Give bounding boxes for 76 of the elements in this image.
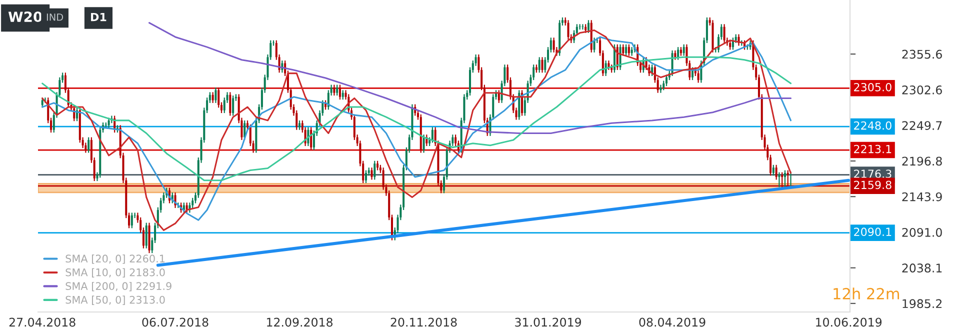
y-tick-label: 2143.9 xyxy=(902,192,942,202)
ref-line-label: 2248.0 xyxy=(854,121,892,130)
legend-label: SMA [10, 0] 2183.0 xyxy=(66,268,165,278)
candlestick xyxy=(232,94,234,116)
candlestick xyxy=(498,90,500,104)
candlestick xyxy=(376,160,379,171)
candlestick xyxy=(622,44,624,56)
ref-line-label: 2305.0 xyxy=(854,82,892,92)
x-tick-label: 08.04.2019 xyxy=(639,318,706,327)
candlestick xyxy=(229,92,232,116)
legend-label: SMA [50, 0] 2313.0 xyxy=(66,296,165,305)
x-tick-label: 31.01.2019 xyxy=(515,318,581,327)
candlestick xyxy=(333,84,336,96)
candlestick xyxy=(130,212,133,229)
candlestick xyxy=(628,44,630,56)
ref-line-label: 2090.1 xyxy=(854,228,892,236)
x-tick-label: 06.07.2018 xyxy=(142,318,208,327)
y-tick-label: 2196.8 xyxy=(902,156,942,166)
candlestick xyxy=(775,164,778,180)
candlestick xyxy=(422,134,425,154)
ref-line-label: 2176.3 xyxy=(854,170,892,178)
candlestick xyxy=(582,24,584,30)
candlestick xyxy=(552,37,555,54)
candlestick xyxy=(660,84,662,94)
candlestick xyxy=(587,20,590,34)
candlestick xyxy=(784,170,786,190)
ref-line-label: 2159.8 xyxy=(854,180,892,190)
annotation: 12h 22m xyxy=(834,288,900,300)
candlestick xyxy=(697,70,700,84)
candlestick xyxy=(729,40,732,50)
y-tick-label: 2355.6 xyxy=(902,50,942,59)
candlestick xyxy=(682,44,685,56)
candlestick xyxy=(88,136,90,154)
candlestick xyxy=(342,90,344,100)
candlestick xyxy=(338,84,341,100)
legend-label: SMA [20, 0] 2260.1 xyxy=(66,254,165,264)
line-series xyxy=(148,22,792,134)
candlestick xyxy=(108,117,110,128)
candlestick xyxy=(674,50,676,60)
candlestick xyxy=(778,172,780,188)
candlestick xyxy=(772,164,774,176)
x-tick-label: 10.06.2019 xyxy=(816,318,882,327)
candlestick xyxy=(298,120,301,130)
y-tick-label: 2038.1 xyxy=(902,264,942,272)
candlestick xyxy=(145,222,148,249)
candlestick xyxy=(374,160,376,180)
candlestick xyxy=(781,172,784,190)
candlestick xyxy=(677,46,680,60)
y-tick-label: 1985.2 xyxy=(902,299,942,308)
candlestick xyxy=(336,84,338,96)
text: IND xyxy=(46,14,64,21)
candlestick xyxy=(214,86,217,104)
candlestick xyxy=(608,60,610,71)
candlestick xyxy=(786,170,789,188)
candlestick xyxy=(364,170,367,184)
x-tick-label: 12.09.2018 xyxy=(267,318,333,327)
ref-line-label: 2213.1 xyxy=(854,144,892,154)
y-tick-label: 2091.0 xyxy=(902,228,942,237)
y-tick-label: 2249.7 xyxy=(902,121,942,130)
candlestick xyxy=(431,126,434,144)
candlestick xyxy=(567,20,570,40)
candlestick xyxy=(692,66,694,81)
x-tick-label: 27.04.2018 xyxy=(9,318,76,327)
legend-label: SMA [200, 0] 2291.9 xyxy=(66,282,172,292)
y-tick-label: 2302.6 xyxy=(902,85,942,94)
annotation: D1 xyxy=(91,12,106,22)
candlestick xyxy=(723,24,726,44)
text: W20 xyxy=(8,12,42,22)
candlestick xyxy=(625,44,628,56)
candlestick xyxy=(665,74,668,87)
candlestick xyxy=(593,37,596,54)
candlestick xyxy=(538,56,540,74)
candlestick xyxy=(212,92,214,104)
candlestick xyxy=(541,56,544,74)
candlestick xyxy=(370,167,373,180)
x-tick-label: 20.11.2018 xyxy=(390,318,457,327)
